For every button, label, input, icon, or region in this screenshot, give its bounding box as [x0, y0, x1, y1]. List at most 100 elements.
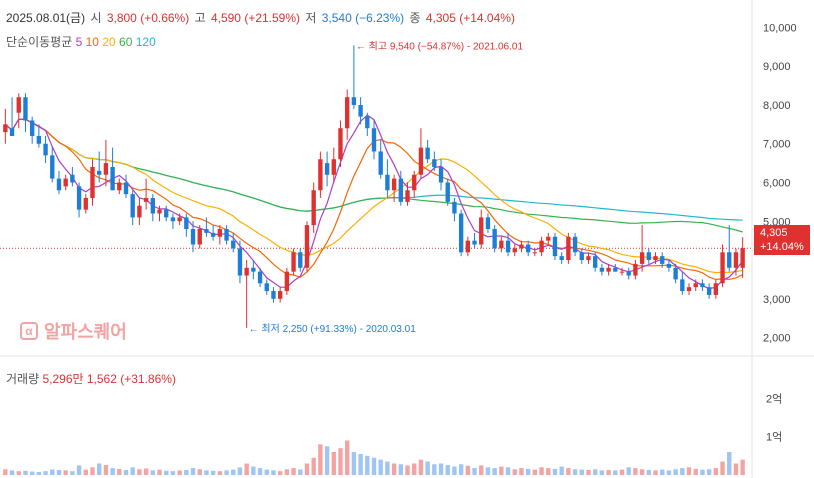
- ma-legend-item-60[interactable]: 60: [119, 35, 133, 49]
- candle-body: [492, 229, 497, 249]
- candle-body: [331, 159, 336, 175]
- candle-body: [646, 252, 651, 261]
- candle-body: [110, 166, 115, 191]
- y-tick-label: 10,000: [763, 22, 797, 34]
- volume-bar: [298, 469, 303, 475]
- volume-bar: [425, 461, 430, 475]
- candle-body: [485, 217, 491, 230]
- volume-bar: [479, 465, 484, 475]
- volume-bar: [639, 469, 645, 475]
- volume-bar: [579, 469, 584, 475]
- candle-body: [479, 217, 484, 245]
- candle-body: [566, 236, 571, 261]
- candle-body: [298, 252, 303, 268]
- candle-body: [358, 104, 363, 117]
- ma-legend-item-5[interactable]: 5: [75, 35, 83, 49]
- low-label: 저: [305, 11, 317, 25]
- candle-body: [210, 232, 216, 237]
- volume-bar: [56, 470, 62, 475]
- candle-body: [706, 287, 712, 295]
- candle-body: [231, 240, 236, 249]
- volume-tick-label: 1억: [766, 431, 782, 444]
- candle-body: [345, 97, 350, 129]
- candle-body: [512, 248, 517, 253]
- candle-body: [271, 291, 276, 299]
- ma-legend-item-120[interactable]: 120: [135, 35, 156, 49]
- candle-body: [559, 256, 564, 261]
- candle-body: [304, 225, 310, 268]
- volume-bar: [50, 469, 55, 475]
- volume-bar: [184, 470, 189, 475]
- volume-bar: [304, 463, 310, 475]
- volume-bar: [727, 452, 732, 475]
- high-annotation: ← 최고 9,540 (−54.87%) - 2021.06.01: [356, 40, 524, 52]
- volume-bar: [63, 470, 68, 475]
- volume-bar: [231, 469, 236, 475]
- volume-bar: [492, 468, 497, 475]
- candle-body: [324, 163, 330, 175]
- volume-bar: [277, 471, 283, 475]
- ma-legend-item-20[interactable]: 20: [102, 35, 116, 49]
- candle-body: [660, 256, 665, 264]
- candle-body: [378, 151, 383, 175]
- volume-bar: [512, 469, 517, 475]
- candle-body: [244, 267, 249, 276]
- volume-bar: [438, 463, 444, 475]
- candle-body: [700, 283, 705, 288]
- candle-body: [217, 229, 223, 237]
- volume-bar: [740, 459, 745, 475]
- volume-bar: [345, 440, 350, 475]
- candle-body: [539, 240, 544, 253]
- volume-bar: [170, 471, 176, 475]
- candle-body: [76, 186, 82, 210]
- candle-body: [606, 267, 611, 272]
- candle-body: [499, 240, 504, 249]
- candle-body: [599, 267, 605, 272]
- candle-body: [264, 283, 269, 292]
- volume-bar: [458, 464, 464, 475]
- candle-body: [143, 198, 149, 202]
- volume-tick-label: 2억: [766, 392, 782, 405]
- volume-bar: [257, 468, 263, 475]
- volume-bar: [680, 468, 685, 475]
- high-label: 고: [194, 11, 206, 25]
- volume-bar: [338, 448, 343, 475]
- ma-legend-item-10[interactable]: 10: [85, 35, 99, 49]
- volume-bar: [505, 467, 511, 475]
- ma-legend-title: 단순이동평균: [6, 35, 73, 49]
- volume-bar: [613, 470, 618, 475]
- candle-body: [130, 194, 135, 218]
- candle-body: [385, 174, 390, 191]
- open-value: 3,800 (+0.66%): [106, 11, 190, 25]
- volume-bar: [244, 463, 249, 475]
- volume-bar: [485, 467, 491, 475]
- volume-bar: [706, 469, 712, 475]
- volume-bar: [532, 469, 538, 475]
- candle-body: [197, 229, 202, 245]
- volume-bar: [217, 471, 223, 475]
- candle-body: [686, 287, 692, 292]
- close-label: 종: [409, 11, 421, 25]
- candle-body: [525, 244, 531, 253]
- volume-bar: [606, 470, 611, 475]
- candle-body: [452, 201, 457, 214]
- volume-bar: [566, 468, 571, 475]
- alphasquare-logo: α 알파스퀘어: [20, 318, 127, 344]
- candle-body: [70, 174, 75, 183]
- ma5-line: [5, 114, 744, 290]
- candle-body: [472, 240, 477, 245]
- candle-body: [727, 252, 732, 268]
- volume-bar: [97, 463, 102, 475]
- ohlc-header: 2025.08.01(금) 시 3,800 (+0.66%) 고 4,590 (…: [6, 9, 517, 26]
- candle-body: [97, 170, 102, 175]
- low-value: 3,540 (−6.23%): [321, 11, 405, 25]
- candle-body: [23, 97, 28, 121]
- volume-bar: [365, 455, 370, 475]
- moving-average-legend[interactable]: 단순이동평균 5 10 20 60 120: [6, 33, 156, 50]
- volume-bar: [271, 470, 276, 475]
- volume-bar: [358, 453, 363, 475]
- volume-bar: [445, 465, 450, 475]
- volume-bar: [405, 465, 410, 475]
